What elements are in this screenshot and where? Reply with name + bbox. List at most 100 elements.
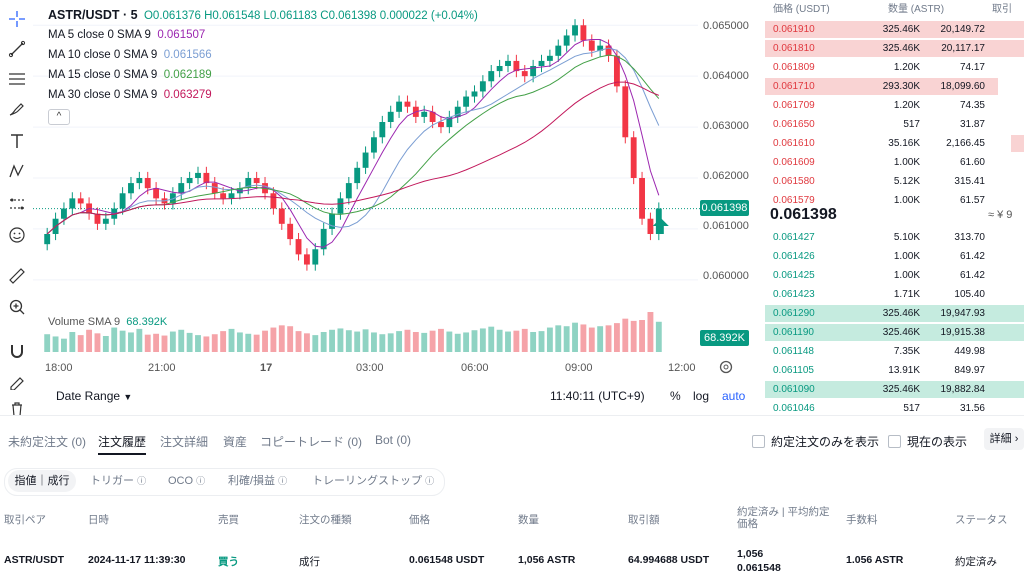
volume-bar	[52, 336, 59, 352]
tab-copy-trade[interactable]: コピートレード (0)	[260, 435, 363, 449]
ask-row[interactable]: 0.061650 517 31.87	[773, 119, 985, 130]
symbol-label[interactable]: ASTR/USDT · 5	[48, 8, 138, 22]
ask-row[interactable]: 0.061910325.46K20,149.72	[765, 21, 1024, 38]
last-price-fiat: ≈ ¥ 9	[988, 209, 1013, 221]
tab-assets[interactable]: 資産	[223, 435, 248, 449]
column-header: 約定済み | 平均約定価格	[737, 506, 830, 530]
candle	[463, 96, 470, 107]
chart-settings-icon[interactable]	[718, 359, 734, 380]
candle	[44, 234, 51, 245]
order-pair[interactable]: ASTR/USDT	[4, 554, 65, 566]
brush-icon[interactable]	[6, 98, 28, 120]
emoji-icon[interactable]	[6, 224, 28, 246]
lock-drawing-icon[interactable]	[6, 370, 28, 392]
candle	[77, 198, 84, 204]
filter-trailing-stop[interactable]: トレーリングストップ ⓘ	[312, 470, 434, 492]
tab-order-history[interactable]: 注文履歴	[98, 435, 147, 449]
candle	[136, 178, 143, 184]
ma-label[interactable]: MA 30 close 0 SMA 9	[48, 89, 158, 101]
pattern-icon[interactable]	[6, 160, 28, 182]
tab-bot[interactable]: Bot (0)	[375, 433, 412, 447]
price-chart[interactable]	[33, 0, 755, 415]
candle	[572, 25, 578, 36]
ma-label[interactable]: MA 15 close 0 SMA 9	[48, 69, 158, 81]
ma-label[interactable]: MA 5 close 0 SMA 9	[48, 29, 151, 41]
checkbox[interactable]	[888, 435, 901, 448]
candlestick-chart[interactable]	[33, 0, 755, 415]
ask-row[interactable]: 0.061810325.46K20,117.17	[765, 40, 1024, 57]
ask-row[interactable]: 0.061579 1.00K 61.57	[773, 195, 985, 206]
bid-row[interactable]: 0.061290325.46K19,947.93	[765, 305, 1024, 322]
zoom-in-icon[interactable]	[6, 296, 28, 318]
volume-bar	[513, 330, 520, 352]
ask-row[interactable]: 0.061809 1.20K 74.17	[773, 62, 985, 73]
ma-value: 0.061566	[163, 49, 212, 61]
time-axis-label: 21:00	[148, 362, 176, 374]
crosshair-icon[interactable]	[6, 8, 28, 30]
ask-row[interactable]: 0.061609 1.00K 61.60	[773, 157, 985, 168]
candle	[622, 86, 629, 138]
volume-bar	[77, 335, 84, 352]
info-icon: ⓘ	[137, 476, 147, 486]
bid-row[interactable]: 0.061148 7.35K 449.98	[773, 346, 985, 357]
candle	[220, 193, 227, 199]
filter-limit-market[interactable]: 指値｜成行	[8, 470, 76, 492]
bid-row[interactable]: 0.061105 13.91K 849.97	[773, 365, 985, 376]
legend-collapse-button[interactable]: ^	[48, 109, 70, 125]
auto-toggle[interactable]: auto	[722, 389, 746, 403]
bid-row[interactable]: 0.061190325.46K19,915.38	[765, 324, 1024, 341]
current-only-toggle[interactable]: 現在の表示	[888, 433, 967, 450]
filter-oco[interactable]: OCO ⓘ	[168, 470, 205, 492]
volume-bar	[429, 330, 436, 352]
date-range-button[interactable]: Date Range ▼	[56, 389, 132, 403]
order-price: 0.061105	[773, 365, 814, 376]
volume-bar	[312, 335, 319, 352]
volume-bar	[639, 320, 645, 352]
tab-order-details[interactable]: 注文詳細	[160, 435, 209, 449]
bid-row[interactable]: 0.061425 1.00K 61.42	[773, 270, 985, 281]
percent-toggle[interactable]: %	[670, 389, 681, 403]
prediction-icon[interactable]	[6, 193, 28, 215]
buy-marker-icon[interactable]	[652, 218, 669, 234]
candle	[438, 122, 444, 128]
ask-row[interactable]: 0.061709 1.20K 74.35	[773, 100, 985, 111]
order-price: 0.061610	[773, 138, 815, 149]
ma-label[interactable]: MA 10 close 0 SMA 9	[48, 49, 158, 61]
text-tool-icon[interactable]	[6, 130, 28, 152]
filter-trigger[interactable]: トリガー ⓘ	[90, 470, 146, 492]
time-axis-label: 06:00	[461, 362, 489, 374]
candle	[203, 172, 210, 184]
tab-open-orders[interactable]: 未約定注文 (0)	[8, 435, 87, 449]
volume-bar	[580, 324, 587, 352]
volume-label[interactable]: Volume SMA 9	[48, 316, 121, 328]
candle	[362, 152, 369, 168]
bid-row[interactable]: 0.061046 517 31.56	[773, 403, 985, 414]
filled-only-toggle[interactable]: 約定注文のみを表示	[752, 433, 879, 450]
ask-row[interactable]: 0.061580 5.12K 315.41	[773, 176, 985, 187]
bid-row[interactable]: 0.061423 1.71K 105.40	[773, 289, 985, 300]
bid-row[interactable]: 0.061090325.46K19,882.84	[765, 381, 1024, 398]
filter-label: OCO	[168, 475, 194, 487]
volume-bar	[396, 331, 403, 352]
volume-bar	[371, 332, 377, 352]
magnet-icon[interactable]	[6, 340, 28, 362]
volume-bar	[538, 331, 545, 352]
ask-row[interactable]: 0.061610 35.16K 2,166.45	[765, 135, 1024, 152]
filter-tp-sl[interactable]: 利確/損益 ⓘ	[228, 470, 287, 492]
column-header: 取引額	[628, 514, 660, 526]
clock-display[interactable]: 11:40:11 (UTC+9)	[550, 389, 645, 403]
checkbox[interactable]	[752, 435, 765, 448]
bid-row[interactable]: 0.061426 1.00K 61.42	[773, 251, 985, 262]
ask-row[interactable]: 0.061710293.30K18,099.60	[765, 78, 1024, 95]
column-header: 価格	[409, 514, 430, 526]
trend-line-icon[interactable]	[6, 38, 28, 60]
order-type: 成行	[299, 556, 320, 568]
volume-bar	[337, 328, 344, 352]
volume-bar	[647, 312, 654, 352]
order-price: 0.061425	[773, 270, 815, 281]
log-toggle[interactable]: log	[693, 389, 710, 403]
details-button[interactable]: 詳細 ›	[984, 428, 1024, 450]
bid-row[interactable]: 0.061427 5.10K 313.70	[773, 232, 985, 243]
horizontal-lines-icon[interactable]	[6, 68, 28, 90]
ruler-icon[interactable]	[6, 265, 28, 287]
